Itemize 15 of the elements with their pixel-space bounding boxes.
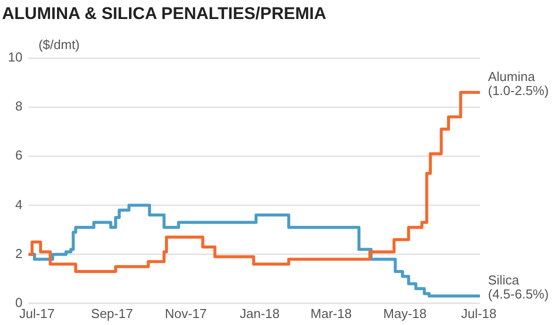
y-tick-label: 6 (15, 148, 22, 163)
y-tick-label: 4 (15, 196, 22, 212)
x-tick-label: Sep-17 (91, 306, 133, 321)
x-tick-label: Nov-17 (164, 306, 207, 321)
chart-title: ALUMINA & SILICA PENALTIES/PREMIA (2, 4, 326, 24)
y-tick-label: 2 (15, 246, 22, 261)
series-label: Alumina (1.0-2.5%) (488, 68, 549, 98)
x-tick-label: Mar-18 (310, 306, 352, 321)
series-label: Silica (4.5-6.5%) (488, 272, 549, 302)
x-tick-label: Jan-18 (240, 306, 280, 321)
y-tick-label: 10 (8, 50, 22, 65)
y-axis-title: ($/dmt) (38, 37, 80, 52)
x-tick-label: Jul-18 (461, 306, 496, 321)
x-tick-label: May-18 (383, 306, 427, 321)
y-tick-label: 8 (15, 98, 22, 114)
